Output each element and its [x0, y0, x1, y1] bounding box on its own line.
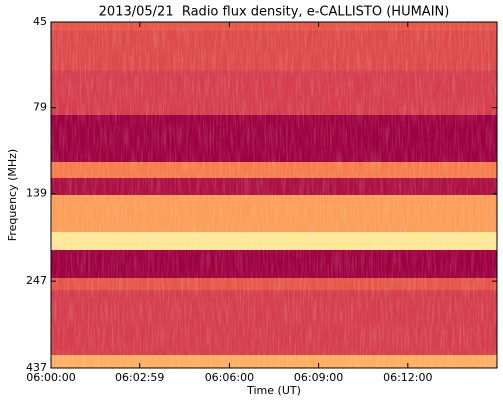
x-tick-label: 06:02:59 [115, 371, 164, 384]
plot-frame [50, 21, 498, 369]
x-tick-label: 06:12:00 [383, 371, 432, 384]
x-tick-label: 06:00:00 [26, 371, 75, 384]
y-tick-label: 45 [33, 15, 47, 28]
x-axis-label: Time (UT) [246, 384, 301, 397]
y-tick-label: 139 [26, 187, 47, 200]
y-axis-label: Frequency (MHz) [6, 149, 19, 241]
y-tick-label: 437 [26, 361, 47, 374]
x-tick-label: 06:09:00 [294, 371, 343, 384]
x-tick-label: 06:06:00 [205, 371, 254, 384]
chart-title: 2013/05/21 Radio flux density, e-CALLIST… [99, 5, 450, 20]
y-tick-label: 247 [26, 274, 47, 287]
texture [51, 22, 497, 368]
y-tick-label: 79 [33, 101, 47, 114]
